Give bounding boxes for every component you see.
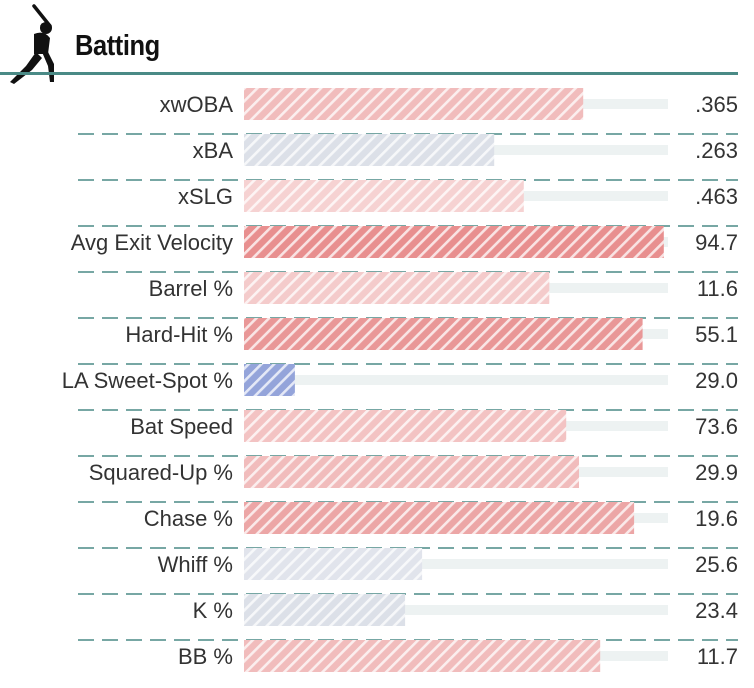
metric-value: 19.6	[695, 506, 738, 531]
metric-label: Avg Exit Velocity	[71, 230, 233, 255]
metric-label: Bat Speed	[130, 414, 233, 439]
percentile-bar	[244, 180, 524, 212]
percentile-bar	[244, 226, 664, 258]
batter-icon	[10, 4, 54, 84]
metric-label: K %	[193, 598, 233, 623]
bar-track	[244, 605, 668, 615]
metric-label: Whiff %	[158, 552, 233, 577]
metric-value: 94.7	[695, 230, 738, 255]
header-rule	[0, 72, 738, 75]
metric-label: Squared-Up %	[89, 460, 233, 485]
bar-track	[244, 559, 668, 569]
metric-value: 29.9	[695, 460, 738, 485]
metric-label: BB %	[178, 644, 233, 669]
percentile-bar	[244, 272, 550, 304]
percentile-bar	[244, 88, 584, 120]
metric-value: 11.7	[697, 644, 738, 669]
metric-value: .463	[695, 184, 738, 209]
metric-label: LA Sweet-Spot %	[62, 368, 233, 393]
metric-value: 25.6	[695, 552, 738, 577]
metric-value: 11.6	[697, 276, 738, 301]
section-header: Batting	[0, 0, 738, 84]
percentile-bar	[244, 456, 579, 488]
metric-value: 73.6	[695, 414, 738, 439]
metric-label: xSLG	[178, 184, 233, 209]
percentile-bar	[244, 410, 567, 442]
metric-value: 55.1	[695, 322, 738, 347]
section-title: Batting	[75, 30, 160, 62]
metric-value: 23.4	[695, 598, 738, 623]
metric-value: .263	[695, 138, 738, 163]
percentile-bar	[244, 318, 643, 350]
percentile-bar	[244, 502, 635, 534]
percentile-bar	[244, 134, 495, 166]
metric-label: Chase %	[144, 506, 233, 531]
percentile-bar	[244, 594, 406, 626]
percentile-bar	[244, 640, 601, 672]
metric-label: Barrel %	[149, 276, 233, 301]
percentile-bar	[244, 548, 423, 580]
metric-label: xwOBA	[160, 92, 234, 117]
metric-value: .365	[695, 92, 738, 117]
metric-value: 29.0	[695, 368, 738, 393]
metric-label: Hard-Hit %	[125, 322, 233, 347]
percentile-bar	[244, 364, 295, 396]
metric-label: xBA	[193, 138, 234, 163]
bar-track	[244, 375, 668, 385]
